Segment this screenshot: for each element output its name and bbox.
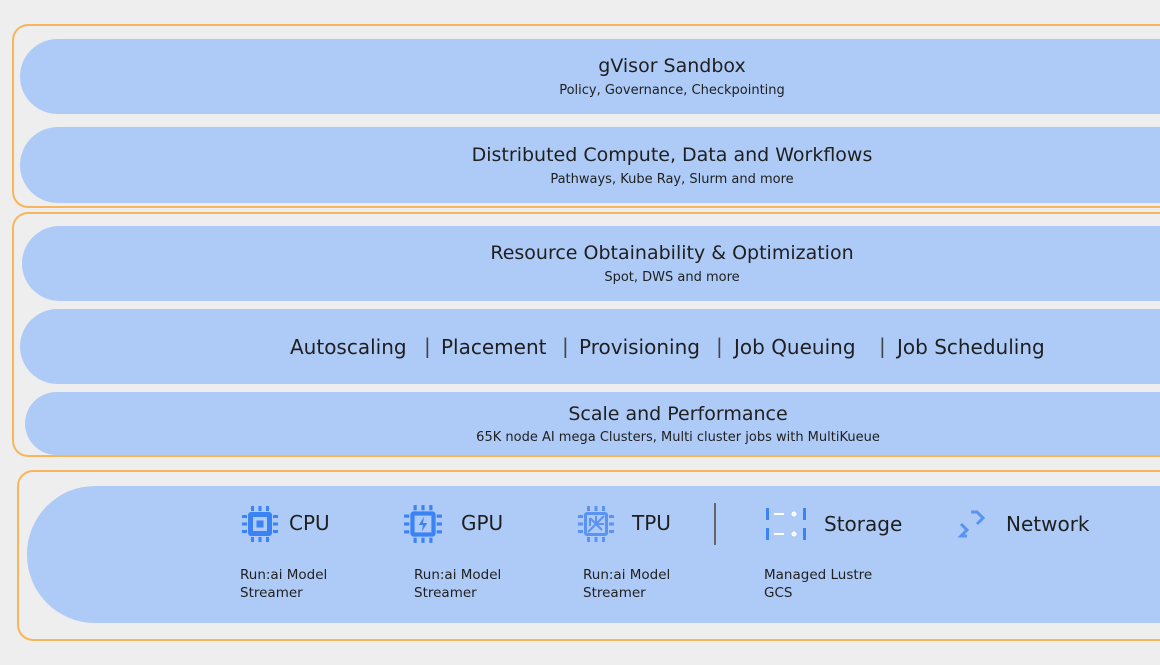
resource-sub-line: Run:ai Model — [414, 567, 502, 583]
separator: | — [562, 334, 569, 358]
item-job-queuing: Job Queuing — [734, 335, 856, 359]
resource-sub-line: Run:ai Model — [240, 567, 328, 583]
layer-title: gVisor Sandbox — [598, 55, 746, 77]
resource-sub-line: Streamer — [240, 585, 303, 601]
separator: | — [879, 334, 886, 358]
storage-icon — [766, 508, 806, 540]
item-placement: Placement — [441, 335, 547, 359]
separator: | — [716, 334, 723, 358]
resource-label-network: Network — [1006, 512, 1090, 536]
layer-resources — [27, 486, 1160, 623]
group-resources — [17, 470, 1160, 641]
layer-distributed-compute: Distributed Compute, Data and Workflows … — [20, 127, 1160, 203]
tpu-chip-icon — [578, 506, 614, 542]
resource-sub-gpu: Run:ai Model Streamer — [414, 566, 501, 602]
gpu-chip-icon — [404, 505, 442, 543]
item-provisioning: Provisioning — [579, 335, 700, 359]
resource-label-storage: Storage — [824, 512, 903, 536]
cpu-chip-icon — [242, 506, 278, 542]
layer-resource-obtainability: Resource Obtainability & Optimization Sp… — [22, 226, 1160, 301]
divider — [714, 503, 716, 545]
layer-title: Scale and Performance — [568, 403, 788, 425]
item-job-scheduling: Job Scheduling — [897, 335, 1045, 359]
layer-title: Distributed Compute, Data and Workflows — [471, 144, 873, 166]
resource-sub-line: Streamer — [583, 585, 646, 601]
resource-sub-line: Managed Lustre — [764, 567, 873, 583]
layer-scheduling: Autoscaling | Placement | Provisioning |… — [20, 309, 1160, 384]
item-autoscaling: Autoscaling — [290, 335, 407, 359]
layer-title: Resource Obtainability & Optimization — [490, 242, 854, 264]
group-top — [12, 24, 1160, 208]
group-middle — [12, 212, 1160, 457]
resource-sub-tpu: Run:ai Model Streamer — [583, 566, 670, 602]
resource-sub-cpu: Run:ai Model Streamer — [240, 566, 327, 602]
resource-label-gpu: GPU — [461, 511, 504, 535]
resource-sub-storage: Managed Lustre GCS — [764, 566, 872, 602]
resource-label-cpu: CPU — [289, 511, 330, 535]
layer-gvisor-sandbox: gVisor Sandbox Policy, Governance, Check… — [20, 39, 1160, 114]
resource-label-tpu: TPU — [632, 511, 671, 535]
resource-sub-line: Streamer — [414, 585, 477, 601]
layer-subtitle: Spot, DWS and more — [604, 270, 740, 285]
separator: | — [424, 334, 431, 358]
network-icon — [957, 510, 986, 538]
resource-sub-line: GCS — [764, 585, 793, 601]
resource-sub-line: Run:ai Model — [583, 567, 671, 583]
layer-subtitle: 65K node AI mega Clusters, Multi cluster… — [476, 430, 880, 445]
layer-scale-performance: Scale and Performance 65K node AI mega C… — [25, 392, 1160, 455]
layer-subtitle: Pathways, Kube Ray, Slurm and more — [550, 172, 794, 187]
layer-subtitle: Policy, Governance, Checkpointing — [559, 83, 785, 98]
